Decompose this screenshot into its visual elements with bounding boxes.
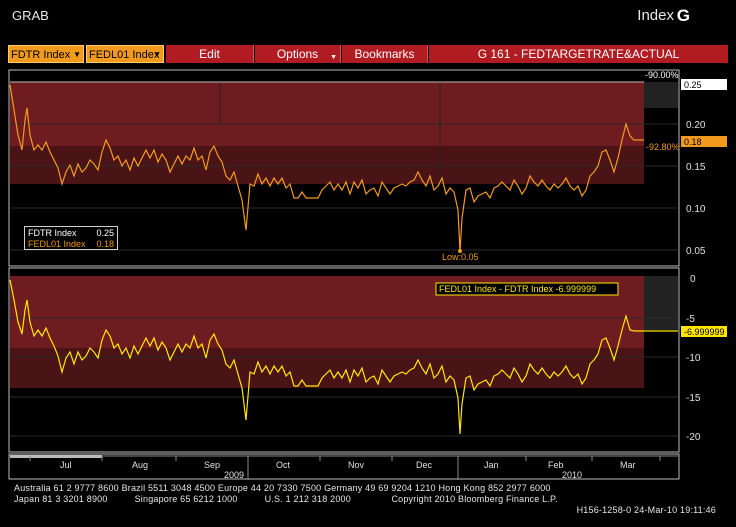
y-tick-label: 0 xyxy=(690,274,696,285)
security-field-1-text: FDTR Index xyxy=(11,49,71,61)
bottom-y-axis: 0 -5 -10 -15 -20 xyxy=(686,274,701,443)
difference-series-line xyxy=(9,279,678,435)
x-tick-label: Oct xyxy=(276,460,291,470)
dropdown-arrow-icon[interactable]: ▼ xyxy=(330,54,337,61)
footer-contacts-line2: Japan 81 3 3201 8900 Singapore 65 6212 1… xyxy=(14,494,558,504)
options-button[interactable]: Options ▼ xyxy=(255,45,341,63)
toolbar: FDTR Index ▼ FEDL01 Index ▼ Edit Options… xyxy=(8,45,728,65)
y-tick-label: 0.05 xyxy=(686,246,706,257)
difference-legend: FEDL01 Index - FDTR Index -6.999999 xyxy=(439,284,596,294)
y-tick-label: -20 xyxy=(686,432,701,443)
legend-name: FDTR Index xyxy=(28,228,77,238)
x-axis-frame xyxy=(8,453,680,480)
bottom-grid xyxy=(10,317,678,437)
y-tick-label: 0.10 xyxy=(686,204,706,215)
top-grid xyxy=(10,123,678,251)
x-scroll-thumb[interactable] xyxy=(10,455,102,458)
x-year-label: 2009 xyxy=(224,470,244,480)
diff-last-value: -6.999999 xyxy=(684,327,725,337)
security-field-2[interactable]: FEDL01 Index ▼ xyxy=(86,45,164,63)
x-ticks xyxy=(29,456,661,480)
x-tick-label: Feb xyxy=(548,460,564,470)
x-tick-label: Jan xyxy=(484,460,499,470)
dropdown-arrow-icon[interactable]: ▼ xyxy=(73,50,81,59)
diff-last-value-box xyxy=(681,326,727,337)
chart-title-bar: G 161 - FEDTARGETRATE&ACTUAL xyxy=(429,45,728,63)
legend-value: 0.18 xyxy=(96,239,114,249)
footer-contacts-line1: Australia 61 2 9777 8600 Brazil 5511 304… xyxy=(14,483,551,493)
y-tick-label: -15 xyxy=(686,393,701,404)
x-tick-label: Dec xyxy=(416,460,433,470)
window-title: GRAB xyxy=(12,8,49,23)
bottom-shade-lower xyxy=(10,348,644,388)
low-label: Low:0.05 xyxy=(442,252,479,262)
dropdown-arrow-icon[interactable]: ▼ xyxy=(153,50,161,59)
function-brand-icon: G xyxy=(676,6,690,25)
low-point-marker xyxy=(458,249,462,253)
bookmarks-button[interactable]: Bookmarks xyxy=(342,45,428,63)
bottom-right-strip xyxy=(644,276,678,330)
fdtr-last-value: 0.25 xyxy=(684,80,702,90)
legend-name: FEDL01 Index xyxy=(28,239,86,249)
legend-row-fedl01: FEDL01 Index 0.18 xyxy=(28,239,114,250)
top-right-strip xyxy=(644,82,678,108)
legend-row-fdtr: FDTR Index 0.25 xyxy=(28,228,114,239)
x-year-label: 2010 xyxy=(562,470,582,480)
fdtr-last-value-box xyxy=(681,79,727,90)
pct-change-mid: -92.80% xyxy=(646,142,680,152)
x-tick-label: Nov xyxy=(348,460,365,470)
fedl-last-value: 0.18 xyxy=(684,137,702,147)
footer-timestamp: H156-1258-0 24-Mar-10 19:11:46 xyxy=(576,505,716,515)
options-label: Options xyxy=(276,47,319,61)
x-axis-labels: Jul Aug Sep Oct Nov Dec Jan Feb Mar 2009… xyxy=(60,460,636,480)
security-field-2-text: FEDL01 Index xyxy=(89,49,160,61)
edit-button[interactable]: Edit xyxy=(166,45,254,63)
pct-change-top: -90.00% xyxy=(645,70,679,80)
x-tick-label: Aug xyxy=(132,460,148,470)
x-tick-label: Mar xyxy=(620,460,636,470)
x-tick-label: Jul xyxy=(60,460,72,470)
top-shade-lower xyxy=(10,146,644,184)
y-tick-label: 0.20 xyxy=(686,120,706,131)
legend-value: 0.25 xyxy=(96,228,114,238)
top-legend-box: FDTR Index 0.25 FEDL01 Index 0.18 xyxy=(24,226,118,250)
top-shade-upper xyxy=(10,82,644,146)
top-y-axis: 0.20 0.15 0.10 0.05 xyxy=(686,120,706,257)
y-tick-label: -10 xyxy=(686,353,701,364)
security-field-1[interactable]: FDTR Index ▼ xyxy=(8,45,84,63)
difference-legend-box xyxy=(435,282,619,296)
y-tick-label: -5 xyxy=(686,314,695,325)
fedl-last-value-box xyxy=(681,136,727,147)
fedl01-series-line xyxy=(9,84,644,253)
y-tick-label: 0.15 xyxy=(686,162,706,173)
window-mode-label: Index xyxy=(637,7,674,24)
x-tick-label: Sep xyxy=(204,460,220,470)
